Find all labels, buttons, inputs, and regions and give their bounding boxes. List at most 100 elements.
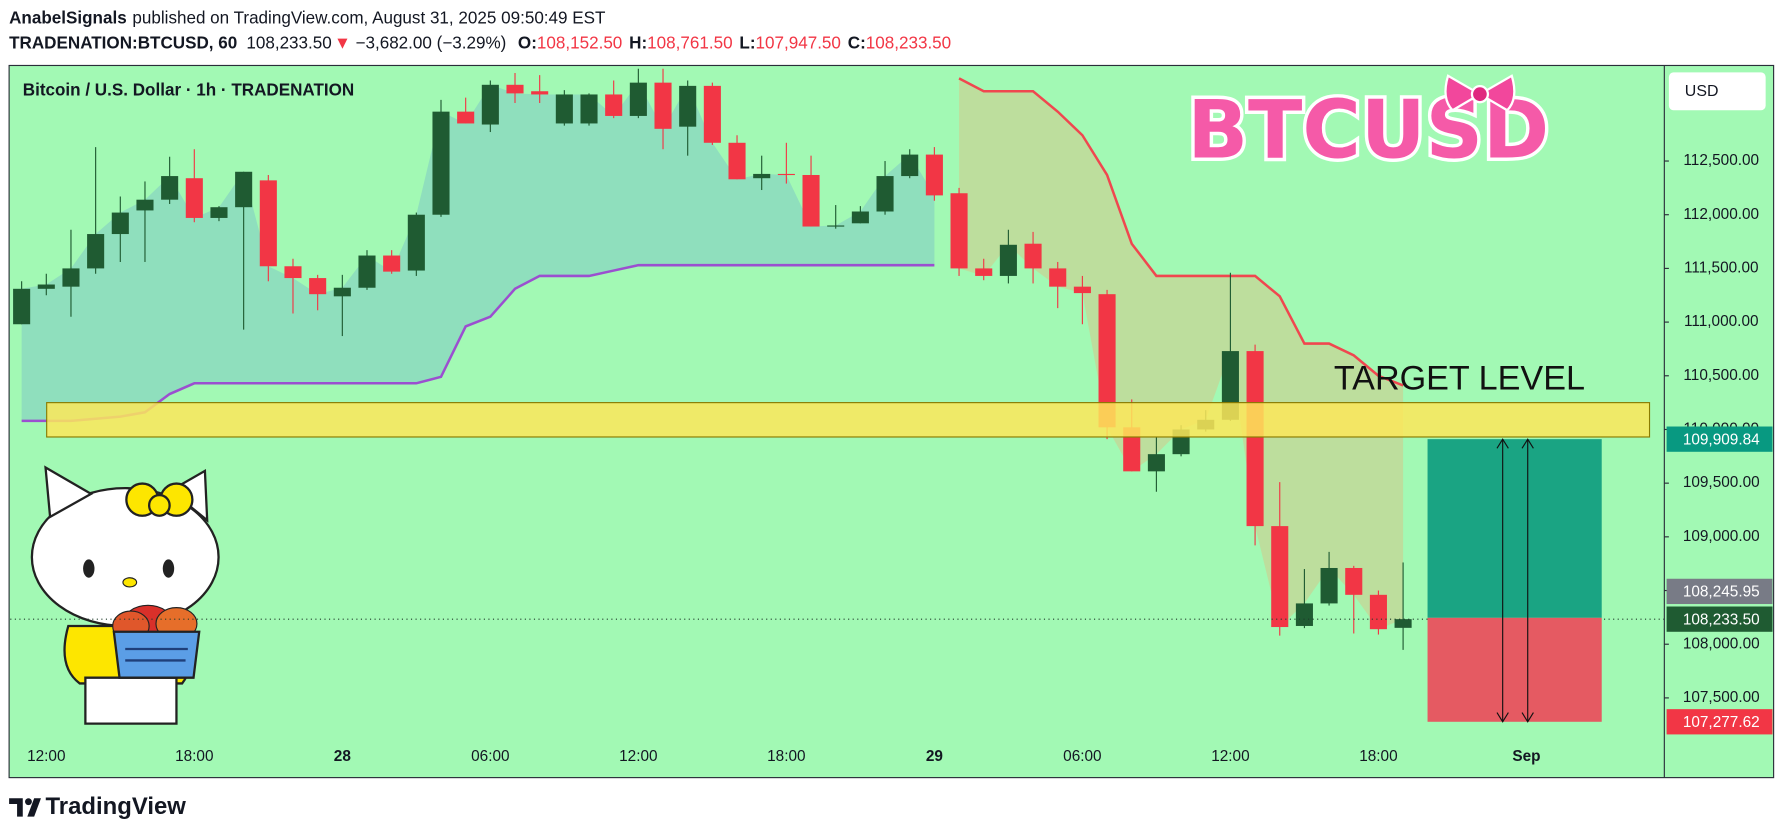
x-tick-label: 28	[334, 748, 351, 765]
loss-zone	[1427, 617, 1602, 722]
candle-body	[1049, 268, 1067, 287]
candle-body	[136, 199, 154, 211]
candle-body	[1123, 427, 1141, 472]
ohlc-label: H:	[629, 32, 647, 52]
target-label: 109,909.84	[1683, 431, 1760, 448]
x-tick-label: 18:00	[1359, 748, 1397, 765]
candle-body	[1345, 567, 1363, 595]
published: published on TradingView.com, August 31,…	[132, 7, 606, 27]
candle-body	[777, 173, 795, 176]
y-tick-label: 111,000.00	[1684, 313, 1759, 330]
ohlc-label: L:	[739, 32, 755, 52]
candle-body	[457, 111, 475, 124]
arrow: ▼	[334, 32, 351, 52]
candle-body	[309, 278, 327, 295]
x-tick-label: 18:00	[767, 748, 805, 765]
candle-body	[531, 91, 549, 95]
y-tick-label: 109,500.00	[1683, 474, 1760, 491]
candle-body	[679, 85, 697, 127]
y-tick-label: 110,500.00	[1683, 367, 1759, 384]
currency-button[interactable]	[1668, 72, 1766, 111]
ohlc-value: 107,947.50	[756, 32, 841, 52]
candle-body	[161, 176, 179, 200]
brand: TradingView	[46, 793, 187, 820]
x-tick-label: 06:00	[1063, 748, 1101, 765]
candle-body	[358, 255, 376, 288]
x-tick-label: 12:00	[1211, 748, 1249, 765]
candle-body	[728, 142, 746, 180]
plot	[13, 68, 1412, 650]
y-tick-label: 109,000.00	[1683, 528, 1760, 545]
symbol: TRADENATION:BTCUSD, 60	[9, 32, 237, 52]
candle-body	[235, 171, 253, 208]
last-price-label-box	[1666, 606, 1773, 632]
candle-body	[432, 111, 450, 215]
last: 108,233.50	[246, 32, 331, 52]
candle-body	[901, 154, 919, 177]
candle-body	[506, 84, 524, 94]
candle-body	[999, 244, 1017, 276]
candle-body	[580, 94, 598, 124]
candle-body	[1098, 294, 1116, 428]
ohlc-label: O:	[518, 32, 537, 52]
candle-body	[950, 193, 968, 269]
candle-body	[185, 178, 203, 218]
x-tick-label: 12:00	[27, 748, 65, 765]
publish-line: AnabelSignals published on TradingView.co…	[9, 7, 606, 27]
candle-body	[1271, 526, 1289, 628]
candle-body	[210, 207, 228, 218]
candle-body	[802, 174, 820, 227]
candle-body	[753, 173, 771, 179]
profit-zone	[1427, 439, 1602, 618]
candle-body	[1320, 567, 1338, 604]
trend-fill	[959, 78, 1404, 630]
x-tick-label: 12:00	[619, 748, 657, 765]
candle-body	[37, 284, 55, 289]
change: −3,682.00 (−3.29%)	[356, 32, 507, 52]
candle-body	[481, 84, 499, 125]
x-tick-label: 18:00	[175, 748, 213, 765]
x-tick-label: Sep	[1512, 748, 1540, 765]
indicator-line	[958, 77, 1404, 387]
arrow-head	[1521, 438, 1534, 723]
candle-body	[1147, 454, 1165, 472]
candle-body	[1246, 351, 1264, 527]
ohlc-label: C:	[848, 32, 866, 52]
author: AnabelSignals	[9, 7, 127, 27]
candle-body	[925, 154, 943, 196]
candle-body	[1295, 603, 1313, 626]
y-tick-label: 108,000.00	[1683, 635, 1760, 652]
candle-body	[1394, 619, 1412, 628]
trend-fill	[21, 82, 935, 421]
candle-body	[876, 176, 894, 212]
y-tick-label: 112,000.00	[1683, 206, 1759, 223]
indicator-line	[21, 263, 935, 423]
ohlc-value: 108,152.50	[537, 32, 622, 52]
quote-line: TRADENATION:BTCUSD, 60 108,233.50 ▼ −3,682.…	[9, 32, 951, 52]
entry-label-box	[1666, 578, 1773, 605]
arrow-head	[1496, 438, 1509, 723]
stop-label: 107,277.62	[1683, 714, 1760, 731]
footer-logo	[9, 798, 41, 817]
logo-group: BTCUSD	[1184, 74, 1553, 180]
candle-body	[1024, 243, 1042, 269]
candle-body	[259, 180, 277, 267]
candle-body	[654, 82, 672, 129]
candle-body	[62, 268, 80, 287]
candle-body	[407, 214, 425, 271]
candle-body	[975, 268, 993, 276]
candle-body	[284, 266, 302, 279]
bow	[1444, 74, 1516, 112]
candle-body	[1073, 286, 1091, 294]
candle-body	[111, 212, 129, 235]
candle-body	[333, 287, 351, 297]
stop-label-box	[1666, 709, 1773, 735]
candle-body	[1369, 594, 1387, 630]
currency[interactable]: USD	[1685, 83, 1719, 100]
candle-body	[87, 234, 105, 269]
y-tick-label: 107,500.00	[1683, 689, 1760, 706]
target-zone	[46, 402, 1651, 438]
kitty	[30, 465, 220, 725]
candle-body	[555, 94, 573, 124]
